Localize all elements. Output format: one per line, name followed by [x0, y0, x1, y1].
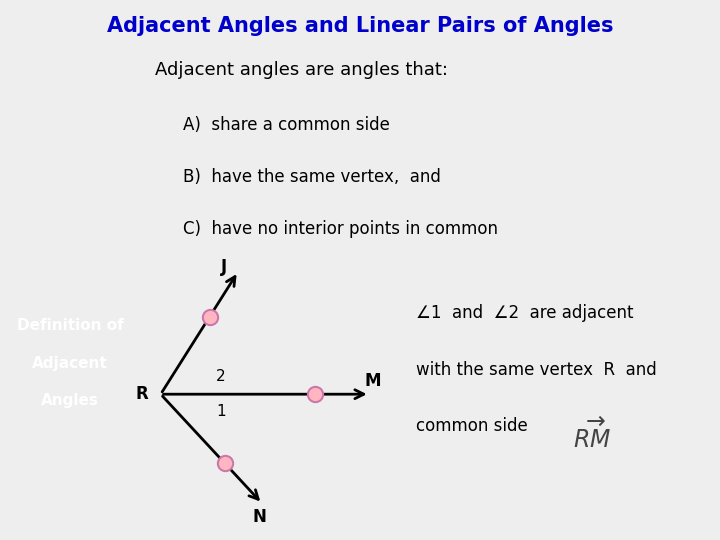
Text: with the same vertex  R  and: with the same vertex R and — [416, 361, 657, 379]
Text: Adjacent Angles and Linear Pairs of Angles: Adjacent Angles and Linear Pairs of Angl… — [107, 16, 613, 36]
Text: N: N — [253, 508, 266, 525]
Text: Definition of: Definition of — [17, 318, 124, 333]
Text: 1: 1 — [216, 404, 226, 419]
Text: M: M — [364, 372, 381, 390]
Text: R: R — [136, 385, 148, 403]
Text: Angles: Angles — [41, 394, 99, 408]
Text: C)  have no interior points in common: C) have no interior points in common — [184, 220, 498, 238]
Text: Adjacent: Adjacent — [32, 356, 108, 370]
Text: ∠1  and  ∠2  are adjacent: ∠1 and ∠2 are adjacent — [416, 304, 634, 322]
Text: $\overrightarrow{RM}$: $\overrightarrow{RM}$ — [573, 417, 611, 453]
Text: 2: 2 — [216, 369, 226, 384]
Text: Adjacent angles are angles that:: Adjacent angles are angles that: — [156, 62, 449, 79]
Text: common side: common side — [416, 417, 534, 435]
Text: A)  share a common side: A) share a common side — [184, 116, 390, 134]
Text: B)  have the same vertex,  and: B) have the same vertex, and — [184, 168, 441, 186]
Text: J: J — [221, 258, 228, 276]
